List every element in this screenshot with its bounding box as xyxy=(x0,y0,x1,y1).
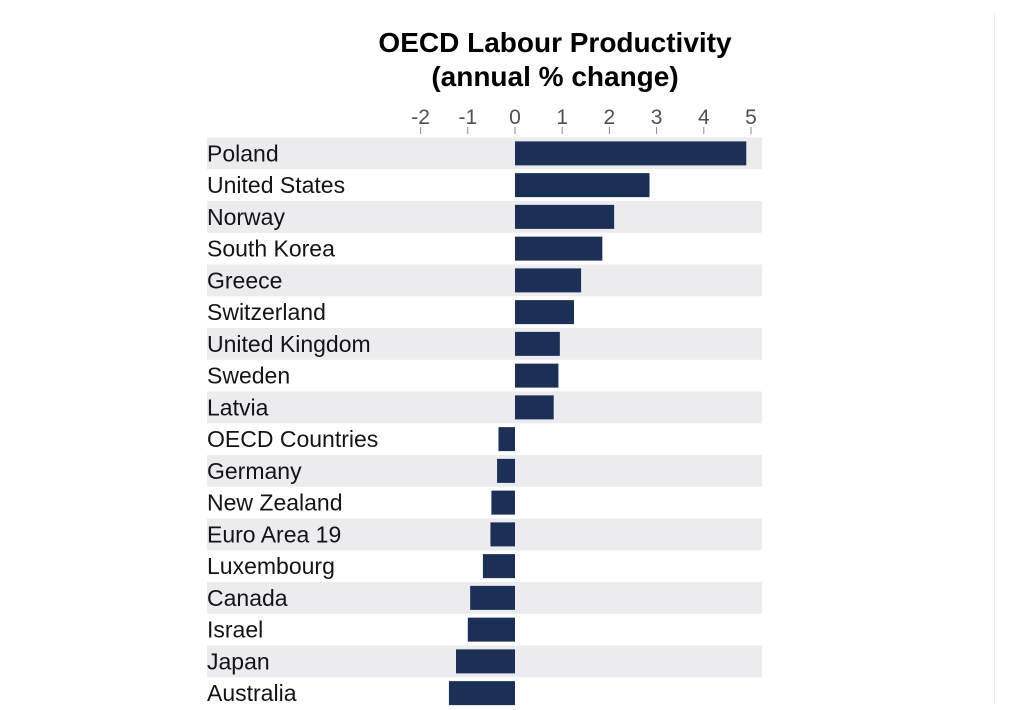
category-label: Japan xyxy=(207,648,270,674)
row-band xyxy=(207,391,762,424)
chart-subtitle: (annual % change) xyxy=(431,61,679,92)
bar xyxy=(482,554,515,579)
bar xyxy=(515,236,603,261)
bar xyxy=(456,649,515,674)
chart-title: OECD Labour Productivity xyxy=(378,27,732,58)
bar xyxy=(515,173,650,198)
bar xyxy=(467,617,515,642)
category-label: OECD Countries xyxy=(207,426,378,452)
category-label: Israel xyxy=(207,617,263,643)
bar xyxy=(515,300,574,325)
category-label: Latvia xyxy=(207,394,269,420)
bar xyxy=(515,141,747,166)
category-label: Poland xyxy=(207,140,279,166)
category-label: Australia xyxy=(207,680,297,706)
bar xyxy=(497,458,515,483)
bar xyxy=(448,681,515,706)
category-label: United Kingdom xyxy=(207,331,371,357)
row-band xyxy=(207,201,762,233)
category-label: New Zealand xyxy=(207,490,343,516)
bar xyxy=(470,585,515,610)
tick-label: -1 xyxy=(458,106,477,129)
category-label: Luxembourg xyxy=(207,553,335,579)
row-band xyxy=(207,264,762,297)
tick-label: 2 xyxy=(604,106,616,129)
category-label: Euro Area 19 xyxy=(207,521,341,547)
chart-title-block: OECD Labour Productivity (annual % chang… xyxy=(322,26,788,94)
bar xyxy=(515,331,560,356)
tick-label: 4 xyxy=(698,106,710,129)
bar xyxy=(515,204,615,229)
bar xyxy=(490,522,515,547)
category-label: Canada xyxy=(207,585,288,611)
bar xyxy=(491,490,515,515)
category-label: United States xyxy=(207,172,345,198)
bar xyxy=(515,363,559,388)
tick-label: 5 xyxy=(745,106,757,129)
category-label: South Korea xyxy=(207,236,335,262)
row-band xyxy=(207,455,762,487)
category-label: Norway xyxy=(207,204,285,230)
tick-label: -2 xyxy=(411,106,430,129)
category-label: Sweden xyxy=(207,363,290,389)
tick-label: 0 xyxy=(509,106,521,129)
row-band xyxy=(207,328,762,360)
bar xyxy=(515,268,582,293)
bar xyxy=(515,395,554,420)
bar xyxy=(498,427,515,452)
tick-label: 1 xyxy=(556,106,568,129)
tick-label: 3 xyxy=(651,106,663,129)
category-label: Switzerland xyxy=(207,299,326,325)
category-label: Germany xyxy=(207,458,302,484)
category-label: Greece xyxy=(207,267,282,293)
row-band xyxy=(207,518,762,551)
